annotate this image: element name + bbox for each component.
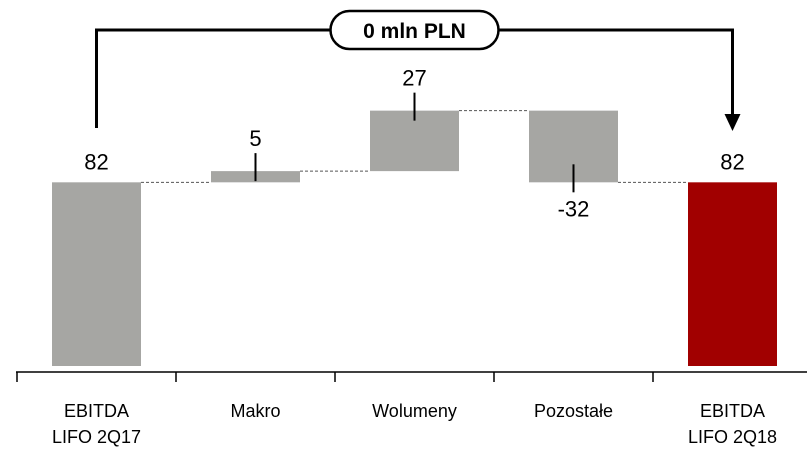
category-label-1: Makro [230,401,281,421]
connector-lines [141,110,688,183]
value-label-0: 82 [84,149,108,174]
value-label-4: 82 [720,149,744,174]
annotation-arrow-head [724,114,741,131]
category-label-2: Wolumeny [372,401,457,421]
bar-4 [688,182,777,366]
bars [52,110,777,366]
bar-2 [370,110,459,172]
annotation: 0 mln PLN [95,9,741,131]
category-label-0: EBITDA LIFO 2Q17 [51,401,142,447]
bar-0 [52,182,141,366]
value-labels: 82 5 27 -32 82 [84,66,744,222]
value-label-1: 5 [249,126,261,151]
category-label-4: EBITDA LIFO 2Q18 [687,401,778,447]
annotation-box [329,9,500,51]
value-ticks [254,92,575,193]
x-axis [16,371,807,382]
annotation-text: 0 mln PLN [363,20,466,43]
value-label-3: -32 [558,196,590,221]
category-label-3: Pozostałe [533,401,614,421]
value-label-2: 27 [402,66,426,91]
